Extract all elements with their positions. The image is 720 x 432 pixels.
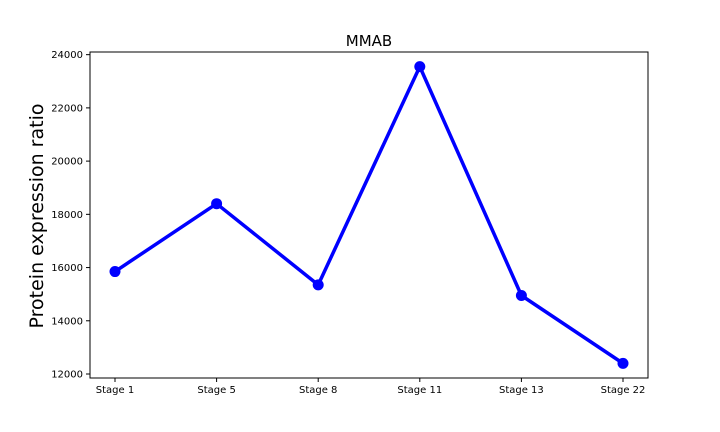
y-tick-label: 14000	[51, 316, 83, 327]
x-tick-label: Stage 5	[197, 385, 235, 396]
series-line	[114, 64, 624, 365]
y-axis: 12000 14000 16000 18000 20000 22000 24000	[51, 50, 90, 381]
y-tick-label: 12000	[51, 370, 83, 381]
chart-title: MMAB	[346, 32, 392, 50]
data-point	[109, 266, 121, 278]
data-point	[515, 290, 527, 302]
data-point	[211, 198, 223, 210]
plot-area-frame	[89, 51, 649, 379]
y-tick-label: 20000	[51, 157, 83, 168]
y-tick-label: 18000	[51, 210, 83, 221]
y-axis-label: Protein expression ratio	[26, 104, 48, 329]
x-tick-label: Stage 22	[601, 385, 646, 396]
y-tick-label: 24000	[51, 50, 83, 61]
series-group	[109, 61, 629, 369]
x-tick-label: Stage 13	[499, 385, 544, 396]
y-tick-label: 22000	[51, 103, 83, 114]
data-point	[312, 279, 324, 291]
x-tick-label: Stage 1	[96, 385, 134, 396]
x-axis: Stage 1 Stage 5 Stage 8 Stage 11 Stage 13 Sta…	[96, 378, 646, 396]
x-tick-label: Stage 11	[397, 385, 442, 396]
y-tick-label: 16000	[51, 263, 83, 274]
data-point	[414, 61, 426, 73]
x-tick-label: Stage 8	[299, 385, 337, 396]
data-point	[617, 357, 629, 369]
